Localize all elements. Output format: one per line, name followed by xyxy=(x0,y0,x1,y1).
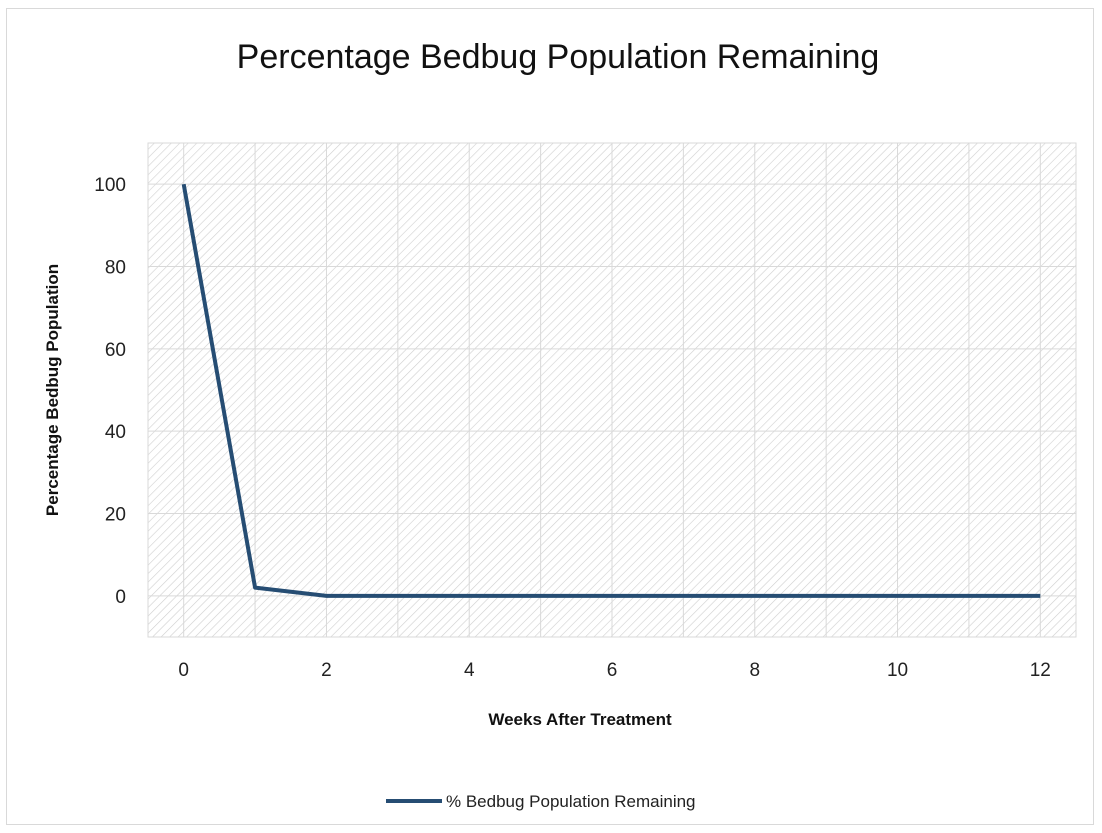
y-tick-label: 40 xyxy=(105,422,126,443)
series-lines xyxy=(181,183,1041,598)
x-tick-label: 10 xyxy=(887,660,908,681)
legend-label: % Bedbug Population Remaining xyxy=(446,792,696,811)
x-tick-label: 0 xyxy=(178,660,189,681)
x-tick-label: 8 xyxy=(749,660,760,681)
tick-labels: 0 20 40 60 80 100 0 2 4 6 8 10 12 xyxy=(94,175,1051,681)
x-tick-label: 12 xyxy=(1030,660,1051,681)
series-line xyxy=(181,183,1041,598)
y-axis-title: Percentage Bedbug Population xyxy=(43,264,62,516)
y-tick-label: 60 xyxy=(105,340,126,361)
y-tick-label: 100 xyxy=(94,175,126,196)
x-tick-label: 2 xyxy=(321,660,332,681)
x-tick-label: 4 xyxy=(464,660,475,681)
gridlines xyxy=(148,143,1076,637)
y-tick-label: 80 xyxy=(105,258,126,279)
x-axis-title: Weeks After Treatment xyxy=(488,710,672,729)
y-tick-label: 20 xyxy=(105,505,126,526)
y-tick-label: 0 xyxy=(115,587,126,608)
legend: % Bedbug Population Remaining xyxy=(386,792,696,811)
chart-title: Percentage Bedbug Population Remaining xyxy=(237,38,880,76)
x-tick-label: 6 xyxy=(607,660,618,681)
